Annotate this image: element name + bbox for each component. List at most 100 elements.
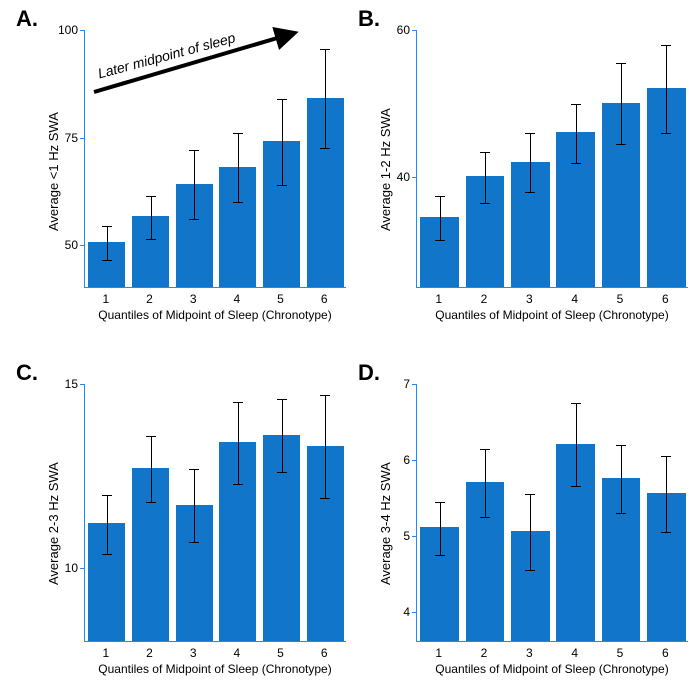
error-bar <box>576 403 577 486</box>
ytick-label: 4 <box>386 605 410 619</box>
y-axis-title: Average 1-2 Hz SWA <box>378 108 393 231</box>
y-axis-title: Average 2-3 Hz SWA <box>46 462 61 585</box>
error-cap <box>616 445 626 446</box>
error-cap <box>480 449 490 450</box>
error-cap <box>661 456 671 457</box>
ytick <box>412 177 417 178</box>
xtick-label: 3 <box>190 292 197 306</box>
xtick-label: 6 <box>321 292 328 306</box>
plot-area <box>84 384 346 642</box>
error-cap <box>233 484 243 485</box>
xtick-label: 1 <box>435 646 442 660</box>
xtick-label: 6 <box>321 646 328 660</box>
ytick-label: 50 <box>54 238 78 252</box>
xtick-label: 6 <box>662 646 669 660</box>
ytick-label: 100 <box>54 23 78 37</box>
panel-A: A.5075100123456Quantiles of Midpoint of … <box>16 6 346 336</box>
y-axis-title: Average <1 Hz SWA <box>46 112 61 231</box>
panel-letter-A: A. <box>16 6 38 32</box>
error-cap <box>616 513 626 514</box>
error-bar <box>485 449 486 517</box>
error-cap <box>480 152 490 153</box>
panel-letter-D: D. <box>358 360 380 386</box>
xtick-label: 4 <box>233 646 240 660</box>
error-cap <box>102 554 112 555</box>
figure-container: A.5075100123456Quantiles of Midpoint of … <box>0 0 698 699</box>
error-bar <box>576 104 577 163</box>
error-bar <box>325 395 326 498</box>
error-cap <box>661 133 671 134</box>
x-axis-title: Quantiles of Midpoint of Sleep (Chronoty… <box>84 308 346 322</box>
error-cap <box>320 395 330 396</box>
y-axis-title: Average 3-4 Hz SWA <box>378 462 393 585</box>
panel-B: B.4060123456Quantiles of Midpoint of Sle… <box>358 6 688 336</box>
error-bar <box>621 445 622 513</box>
error-bar <box>621 63 622 144</box>
panel-D: D.4567123456Quantiles of Midpoint of Sle… <box>358 360 688 690</box>
x-axis-title: Quantiles of Midpoint of Sleep (Chronoty… <box>416 308 688 322</box>
error-bar <box>666 456 667 532</box>
xtick-label: 2 <box>481 646 488 660</box>
error-cap <box>102 495 112 496</box>
error-cap <box>480 203 490 204</box>
error-cap <box>571 163 581 164</box>
panel-letter-B: B. <box>358 6 380 32</box>
plot-area <box>416 30 688 288</box>
error-cap <box>525 133 535 134</box>
ytick <box>412 460 417 461</box>
error-bar <box>238 402 239 483</box>
xtick-label: 5 <box>617 292 624 306</box>
xtick-label: 3 <box>190 646 197 660</box>
xtick-label: 1 <box>435 292 442 306</box>
xtick-label: 3 <box>526 646 533 660</box>
error-bar <box>194 469 195 543</box>
xtick-label: 4 <box>571 292 578 306</box>
error-bar <box>440 502 441 555</box>
error-cap <box>571 104 581 105</box>
error-cap <box>661 532 671 533</box>
ytick-label: 60 <box>386 23 410 37</box>
error-cap <box>616 63 626 64</box>
error-cap <box>525 192 535 193</box>
error-cap <box>571 403 581 404</box>
error-cap <box>277 399 287 400</box>
error-bar <box>666 45 667 133</box>
error-cap <box>189 542 199 543</box>
xtick-label: 2 <box>481 292 488 306</box>
error-cap <box>277 472 287 473</box>
ytick <box>412 30 417 31</box>
error-cap <box>435 196 445 197</box>
error-cap <box>435 555 445 556</box>
xtick-label: 5 <box>617 646 624 660</box>
error-bar <box>530 494 531 570</box>
error-bar <box>107 495 108 554</box>
ytick <box>412 612 417 613</box>
x-axis-title: Quantiles of Midpoint of Sleep (Chronoty… <box>84 662 346 676</box>
plot-area <box>416 384 688 642</box>
xtick-label: 5 <box>277 292 284 306</box>
ytick <box>80 568 85 569</box>
error-bar <box>282 399 283 473</box>
error-cap <box>525 570 535 571</box>
error-bar <box>440 196 441 240</box>
ytick <box>412 384 417 385</box>
xtick-label: 1 <box>102 292 109 306</box>
xtick-label: 5 <box>277 646 284 660</box>
ytick <box>412 536 417 537</box>
xtick-label: 4 <box>571 646 578 660</box>
error-cap <box>435 240 445 241</box>
error-cap <box>661 45 671 46</box>
xtick-label: 2 <box>146 646 153 660</box>
error-cap <box>233 402 243 403</box>
error-cap <box>189 469 199 470</box>
annotation-arrow <box>84 30 346 288</box>
error-cap <box>571 486 581 487</box>
error-cap <box>320 498 330 499</box>
error-bar <box>485 152 486 204</box>
error-cap <box>480 517 490 518</box>
ytick-label: 7 <box>386 377 410 391</box>
xtick-label: 2 <box>146 292 153 306</box>
error-cap <box>146 502 156 503</box>
xtick-label: 1 <box>102 646 109 660</box>
error-cap <box>525 494 535 495</box>
